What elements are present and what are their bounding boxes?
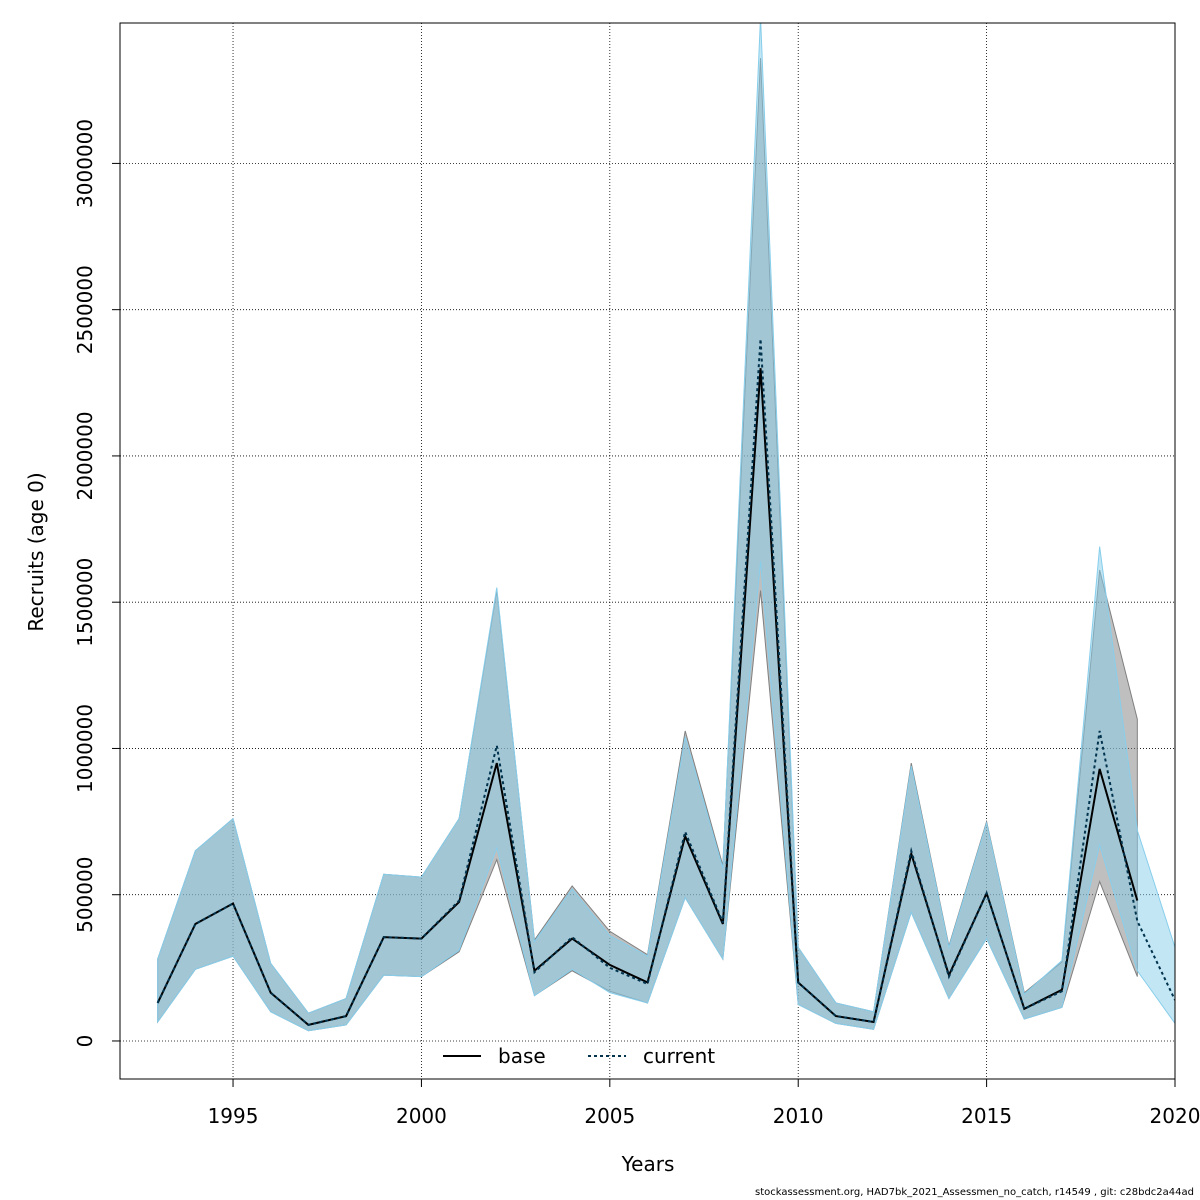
x-tick-label: 2005: [584, 1104, 635, 1128]
y-tick-label: 0: [73, 1035, 97, 1048]
grid-lines: [120, 23, 1176, 1079]
y-axis-label: Recruits (age 0): [24, 472, 48, 631]
y-tick-label: 2500000: [73, 265, 97, 354]
legend-base-label: base: [498, 1044, 546, 1068]
legend-current-label: current: [643, 1044, 715, 1068]
y-tick-label: 2000000: [73, 411, 97, 500]
current-confidence-band: [157, 23, 1175, 1032]
x-tick-label: 2020: [1150, 1104, 1200, 1128]
series-lines: [156, 338, 1175, 1026]
current-series-line: [156, 338, 1175, 1026]
x-tick-label: 2010: [773, 1104, 824, 1128]
y-tick-label: 500000: [73, 857, 97, 933]
y-tick-label: 1000000: [73, 704, 97, 793]
legend: base current: [443, 1044, 715, 1068]
x-tick-label: 2015: [961, 1104, 1012, 1128]
x-tick-label: 1995: [208, 1104, 259, 1128]
x-axis-label: Years: [621, 1152, 675, 1176]
y-axis-ticks: 0 500000 1000000 1500000 2000000 2500000 30000…: [73, 119, 120, 1047]
y-tick-label: 1500000: [73, 558, 97, 647]
x-tick-label: 2000: [396, 1104, 447, 1128]
plot-frame: [119, 22, 1176, 1080]
confidence-bands: [157, 23, 1175, 1032]
y-tick-label: 3000000: [73, 119, 97, 208]
footer-caption: stockassessment.org, HAD7bk_2021_Assessm…: [754, 1187, 1194, 1198]
x-axis-ticks: 1995 2000 2005 2010 2015 2020: [208, 1079, 1200, 1128]
